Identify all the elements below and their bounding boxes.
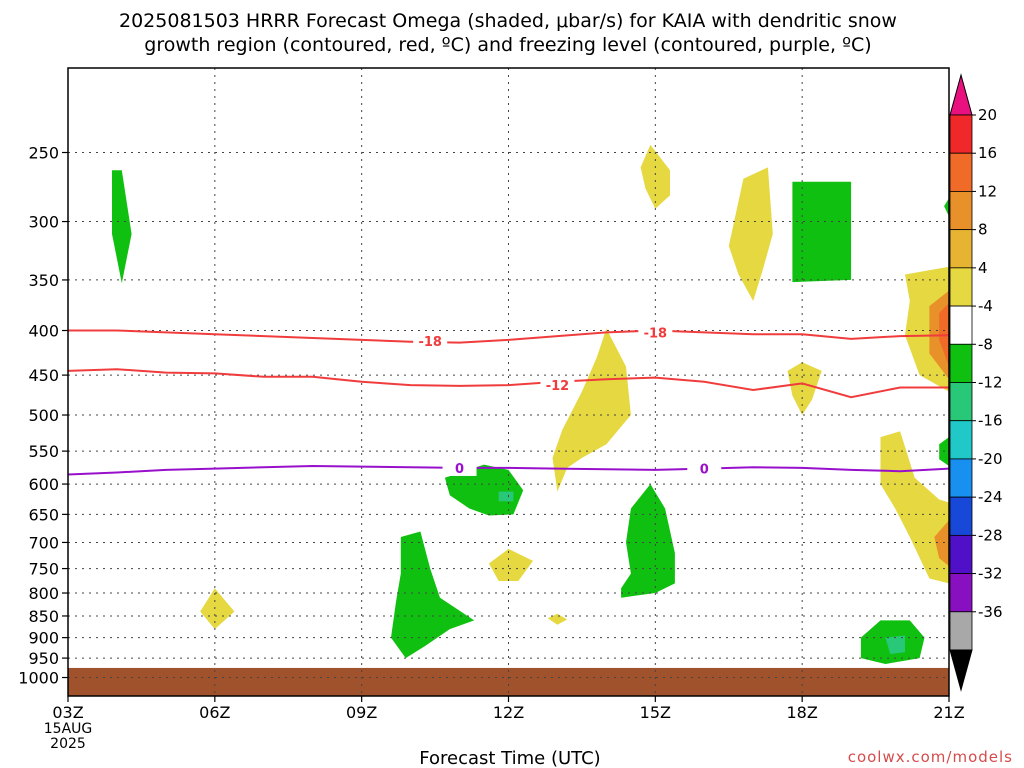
omega-region-9: [944, 198, 949, 217]
omega-region-13: [552, 328, 631, 492]
colorbar-segment-8: [949, 382, 973, 422]
colorbar-segment-12: [949, 534, 973, 574]
y-tick-label-300: 300: [28, 213, 59, 232]
y-tick-label-350: 350: [28, 271, 59, 290]
omega-region-15: [728, 167, 773, 301]
y-tick-label-450: 450: [28, 366, 59, 385]
contour-layer: -18 -18 -12 0 0: [67, 324, 950, 478]
omega-region-17: [880, 431, 949, 584]
colorbar-label-10: -24: [978, 488, 1003, 506]
x-tick-label-18Z: 18Z: [787, 703, 818, 722]
colorbar-label-1: 16: [978, 144, 997, 162]
colorbar-label-2: 12: [978, 182, 997, 200]
contour-label--18-1: -18: [644, 326, 668, 341]
colorbar-segment-11: [949, 496, 973, 536]
contour-label--18-0: -18: [418, 335, 442, 350]
x-start-label-0: 03Z: [52, 703, 83, 722]
colorbar-label-12: -32: [978, 565, 1003, 583]
omega-region-3: [391, 531, 475, 659]
contour-label-bg--12-0: [540, 377, 575, 394]
contour-label-0-0: 0: [455, 462, 464, 477]
omega-region-16: [787, 362, 822, 415]
contour-label-bg--18-0: [413, 332, 448, 349]
y-axis: 250 300 350 400 450 500 550 600 650 700 750 800 850 9…: [18, 144, 68, 688]
x-tick-label-12Z: 12Z: [493, 703, 524, 722]
colorbar-bottom-arrow: [949, 649, 973, 692]
omega-region-21: [934, 520, 949, 566]
colorbar-label-8: -16: [978, 412, 1003, 430]
y-tick-label-700: 700: [28, 533, 59, 552]
omega-region-14: [640, 144, 670, 209]
contour-line--12: [67, 368, 949, 399]
colorbar-segment-6: [949, 305, 973, 345]
omega-region-1: [444, 464, 524, 516]
colorbar-segment-7: [949, 343, 973, 383]
x-tick-label-21Z: 21Z: [933, 703, 964, 722]
colorbar: 20 16 12 8 4 -4 -8 -12 -16 -20 -24 -28 -32 -36: [949, 73, 1003, 692]
x-start-label-2: 2025: [50, 736, 86, 752]
omega-region-7: [885, 635, 905, 655]
y-tick-label-1000: 1000: [18, 669, 59, 688]
y-tick-label-800: 800: [28, 584, 59, 603]
shaded-omega-layer: [112, 144, 949, 664]
y-tick-label-250: 250: [28, 144, 59, 163]
colorbar-label-13: -36: [978, 603, 1003, 621]
colorbar-segment-5: [949, 267, 973, 307]
omega-region-10: [200, 588, 235, 630]
contour-label-0-1: 0: [700, 463, 709, 478]
credit-label: coolwx.com/models: [848, 748, 1013, 766]
contour-line-0: [67, 464, 950, 476]
x-tick-label-06Z: 06Z: [199, 703, 230, 722]
colorbar-segment-2: [949, 152, 973, 192]
y-tick-label-750: 750: [28, 560, 59, 579]
colorbar-label-6: -8: [978, 335, 993, 353]
omega-region-11: [488, 548, 533, 581]
y-tick-label-850: 850: [28, 607, 59, 626]
x-start-label-1: 15AUG: [44, 721, 93, 737]
contour-line--18: [68, 329, 950, 344]
colorbar-label-5: -4: [978, 297, 993, 315]
y-tick-label-500: 500: [28, 406, 59, 425]
colorbar-label-9: -20: [978, 450, 1003, 468]
contour-label--12-0: -12: [546, 379, 570, 394]
colorbar-segment-13: [949, 573, 973, 613]
contour-label-bg-0-0: [442, 459, 477, 476]
y-tick-label-900: 900: [28, 629, 59, 648]
x-axis-label: Forecast Time (UTC): [419, 748, 600, 768]
omega-region-5: [792, 181, 852, 283]
x-tick-label-09Z: 09Z: [346, 703, 377, 722]
y-tick-label-950: 950: [28, 649, 59, 668]
colorbar-label-7: -12: [978, 374, 1003, 392]
omega-region-2: [498, 491, 514, 502]
contour-label-bg--18-1: [638, 324, 673, 341]
omega-region-12: [547, 613, 568, 625]
colorbar-segment-1: [949, 114, 973, 154]
colorbar-top-arrow: [949, 73, 973, 116]
colorbar-segment-9: [949, 420, 973, 460]
colorbar-label-3: 8: [978, 221, 988, 239]
omega-region-0: [112, 170, 132, 284]
y-tick-label-550: 550: [28, 442, 59, 461]
colorbar-segment-10: [949, 458, 973, 498]
contour-label-bg-0-1: [687, 460, 722, 477]
colorbar-segment-4: [949, 229, 973, 269]
colorbar-label-0: 20: [978, 106, 997, 124]
colorbar-label-11: -28: [978, 526, 1003, 544]
y-tick-label-650: 650: [28, 505, 59, 524]
y-tick-label-600: 600: [28, 475, 59, 494]
colorbar-segment-3: [949, 191, 973, 231]
y-tick-label-400: 400: [28, 322, 59, 341]
colorbar-label-4: 4: [978, 259, 988, 277]
x-tick-label-15Z: 15Z: [640, 703, 671, 722]
chart-title-line-1: 2025081503 HRRR Forecast Omega (shaded, …: [119, 10, 897, 32]
omega-region-4: [621, 484, 675, 598]
chart-title-line-2: growth region (contoured, red, ºC) and f…: [144, 34, 871, 56]
colorbar-segment-14: [949, 611, 973, 651]
